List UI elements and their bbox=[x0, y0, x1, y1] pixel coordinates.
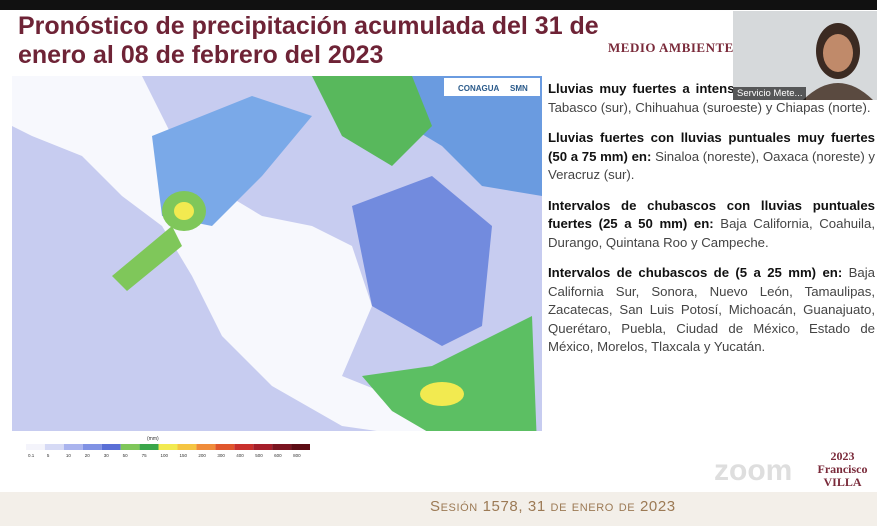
rain-area bbox=[352, 176, 492, 346]
forecast-lead: Intervalos de chubascos de (5 a 25 mm) e… bbox=[548, 265, 843, 280]
top-bar bbox=[0, 0, 877, 10]
scale-swatch bbox=[26, 444, 45, 450]
rain-area bbox=[174, 202, 194, 220]
scale-label: 20 bbox=[85, 453, 91, 458]
land bbox=[12, 76, 482, 436]
forecast-detail: Baja California, Coahuila, Durango, Quin… bbox=[548, 216, 875, 250]
scale-swatch bbox=[82, 444, 102, 450]
forecast-text: Lluvias muy fuertes a intensas (75 a 150… bbox=[548, 80, 875, 369]
participant-name: Servicio Mete... bbox=[733, 87, 807, 100]
forecast-item: Intervalos de chubascos con lluvias punt… bbox=[548, 197, 875, 253]
scale-swatch bbox=[139, 444, 159, 450]
scale-swatch bbox=[253, 444, 273, 450]
precipitation-map: CONAGUA SMN (mm) 0.1 5 10 20 30 50 75 100 150 200… bbox=[12, 76, 542, 461]
brand: 2023 Francisco VILLA bbox=[808, 450, 877, 489]
scale-label: 0.1 bbox=[28, 453, 35, 458]
logo-box bbox=[444, 78, 540, 96]
slide-title: Pronóstico de precipitación acumulada de… bbox=[18, 12, 599, 69]
session-label: Sesión 1578, 31 de enero de 2023 bbox=[430, 498, 676, 515]
logo: MEDIO AMBIENTE bbox=[608, 40, 734, 55]
participant-image bbox=[733, 11, 877, 100]
forecast-item: Intervalos de chubascos de (5 a 25 mm) e… bbox=[548, 264, 875, 357]
scale-swatch bbox=[158, 444, 178, 450]
watermark: zoom bbox=[714, 454, 793, 487]
scale-swatch bbox=[291, 444, 310, 450]
forecast-detail: Tabasco (sur), Chihuahua (suroeste) y Ch… bbox=[548, 99, 871, 115]
scale-label: 800 bbox=[293, 453, 301, 458]
footer-band bbox=[0, 492, 877, 526]
rain-area bbox=[362, 316, 537, 446]
forecast-detail: Baja California Sur, Sonora, Nuevo León,… bbox=[548, 265, 876, 354]
rain-area bbox=[112, 226, 182, 291]
brand-name: Francisco VILLA bbox=[817, 462, 868, 489]
map-logo: CONAGUA bbox=[458, 84, 500, 93]
brand-year: 2023 bbox=[830, 449, 855, 463]
scale-label: 30 bbox=[104, 453, 110, 458]
scale-swatch bbox=[63, 444, 83, 450]
scale-label: 75 bbox=[142, 453, 148, 458]
forecast-lead: Intervalos de chubascos con lluvias punt… bbox=[548, 197, 875, 232]
map-logo: SMN bbox=[510, 84, 528, 93]
rain-area bbox=[312, 76, 432, 166]
forecast-detail: Sinaloa (noreste), Oaxaca (noreste) y Ve… bbox=[548, 148, 876, 183]
forecast-lead: Lluvias fuertes con lluvias puntuales mu… bbox=[548, 130, 875, 164]
scale-swatch bbox=[272, 444, 292, 450]
scale-swatch bbox=[44, 444, 64, 450]
scale-label: 10 bbox=[66, 453, 72, 458]
scale-label: 200 bbox=[198, 453, 206, 458]
rain-area bbox=[420, 382, 464, 406]
color-scale: 0.1 5 10 20 30 50 75 100 150 200 300 400 500 600 800 bbox=[26, 444, 310, 458]
scale-label: 50 bbox=[123, 453, 129, 458]
scale-swatch bbox=[177, 444, 197, 450]
scale-label: 400 bbox=[236, 453, 244, 458]
scale-label: 500 bbox=[255, 453, 263, 458]
scale-swatch bbox=[196, 444, 216, 450]
scale-swatch bbox=[101, 444, 121, 450]
scale-label: 5 bbox=[47, 453, 50, 458]
video-tile[interactable]: Servicio Mete... bbox=[733, 11, 877, 100]
scale-label: 150 bbox=[179, 453, 187, 458]
forecast-item: Lluvias fuertes con lluvias puntuales mu… bbox=[548, 129, 875, 185]
scale-swatch bbox=[215, 444, 235, 450]
scale-unit: (mm) bbox=[147, 436, 159, 442]
scale-label: 300 bbox=[217, 453, 225, 458]
scale-label: 100 bbox=[161, 453, 169, 458]
scale-swatch bbox=[120, 444, 140, 450]
scale-label: 600 bbox=[274, 453, 282, 458]
scale-swatch bbox=[234, 444, 254, 450]
